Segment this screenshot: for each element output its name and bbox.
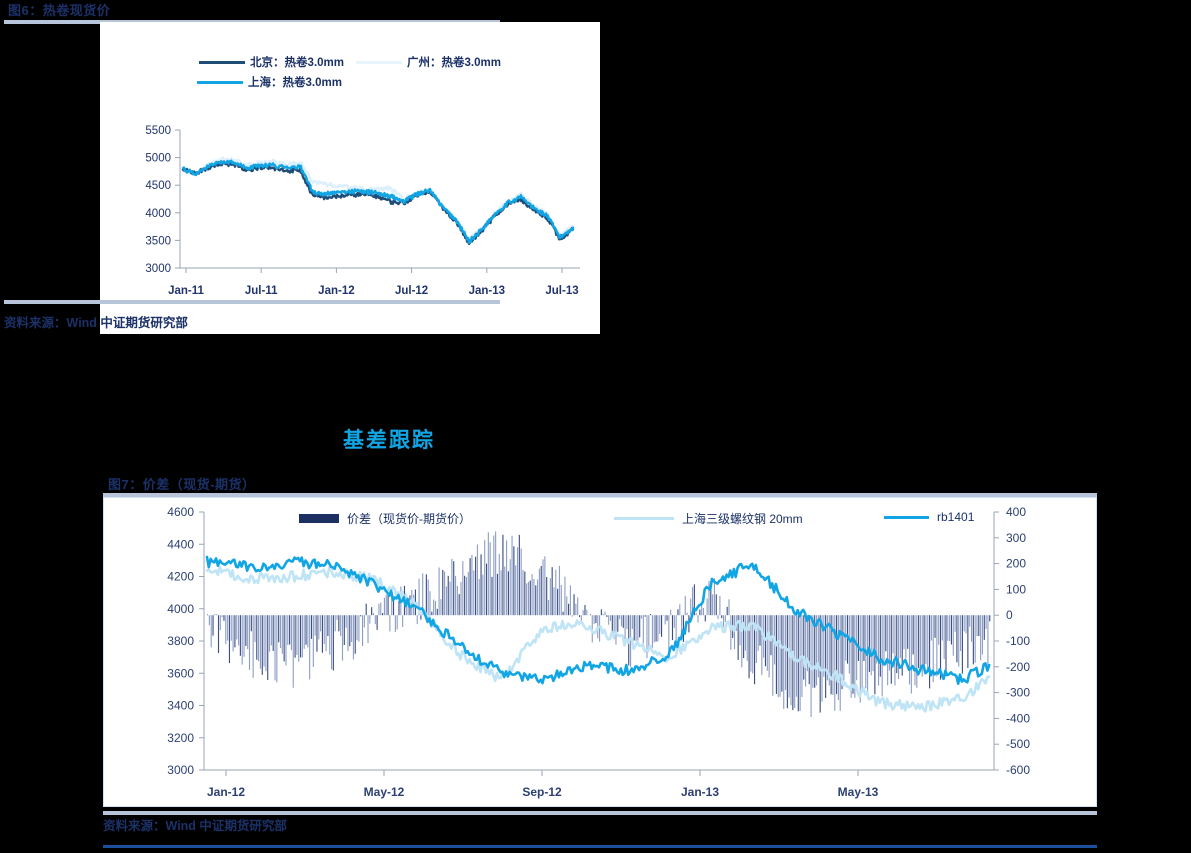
svg-text:-100: -100	[1006, 634, 1030, 648]
legend-item-beijing: 北京：热卷3.0mm	[199, 54, 344, 70]
legend-item-rb1401: rb1401	[884, 510, 974, 524]
svg-text:Jan-12: Jan-12	[207, 785, 245, 799]
figure6-series-group	[181, 156, 575, 245]
svg-text:0: 0	[1006, 608, 1013, 622]
section-heading-basis-tracking: 基差跟踪	[343, 429, 435, 452]
svg-text:4400: 4400	[167, 537, 194, 551]
figure7-title-rule	[103, 493, 1097, 497]
figure7-chart-panel: 价差（现货价-期货价） 上海三级螺纹钢 20mm rb1401 3000 3200…	[103, 497, 1097, 807]
svg-text:3500: 3500	[145, 235, 171, 247]
legend-label-rebar-spot: 上海三级螺纹钢 20mm	[682, 512, 803, 526]
figure6-source: 资料来源：Wind 中证期货研究部	[4, 316, 188, 330]
legend-line-rb1401	[884, 515, 929, 519]
legend-line-rebar-spot	[614, 517, 674, 520]
svg-text:Jul-12: Jul-12	[395, 285, 428, 297]
figure6-chart-panel: 北京：热卷3.0mm 广州：热卷3.0mm 上海：热卷3.0mm 3000 350…	[100, 22, 600, 334]
svg-text:3000: 3000	[167, 763, 194, 777]
svg-text:100: 100	[1006, 582, 1026, 596]
legend-item-guangzhou: 广州：热卷3.0mm	[356, 54, 501, 70]
legend-label-rb1401: rb1401	[937, 510, 975, 524]
svg-text:5500: 5500	[145, 125, 171, 137]
svg-text:Jan-12: Jan-12	[318, 285, 354, 297]
svg-text:3400: 3400	[167, 699, 194, 713]
figure6-source-rule	[4, 300, 500, 304]
figure7-left-axis: 3000 3200 3400 3600 3800 4000 4200 4400 4600	[167, 505, 204, 777]
svg-text:3800: 3800	[167, 634, 194, 648]
svg-text:300: 300	[1006, 531, 1026, 545]
legend-item-spread: 价差（现货价-期货价）	[299, 510, 471, 527]
svg-text:May-13: May-13	[838, 785, 879, 799]
svg-text:3000: 3000	[145, 263, 171, 275]
legend-line-beijing	[199, 60, 246, 64]
svg-text:-400: -400	[1006, 711, 1030, 725]
svg-text:-500: -500	[1006, 737, 1030, 751]
svg-text:4000: 4000	[145, 208, 171, 220]
svg-text:5000: 5000	[145, 153, 171, 165]
svg-text:4000: 4000	[167, 602, 194, 616]
svg-text:4500: 4500	[145, 180, 171, 192]
figure7-right-axis: -600 -500 -400 -300 -200 -100 0 100 200 300 400	[994, 505, 1030, 777]
svg-text:400: 400	[1006, 505, 1026, 519]
legend-item-rebar-spot: 上海三级螺纹钢 20mm	[614, 510, 803, 527]
figure6-title: 图6：热卷现货价	[8, 3, 111, 18]
svg-text:3200: 3200	[167, 731, 194, 745]
svg-text:Jul-11: Jul-11	[245, 285, 278, 297]
legend-label-beijing: 北京：热卷3.0mm	[250, 57, 344, 69]
svg-text:Sep-12: Sep-12	[522, 785, 562, 799]
figure7-source-rule	[103, 811, 1097, 815]
svg-text:Jan-13: Jan-13	[681, 785, 719, 799]
figure6-x-axis: Jan-11 Jul-11 Jan-12 Jul-12 Jan-13 Jul-13	[168, 268, 579, 297]
legend-line-guangzhou	[356, 60, 402, 64]
figure6-y-axis: 3000 3500 4000 4500 5000 5500	[145, 125, 180, 275]
legend-item-shanghai: 上海：热卷3.0mm	[197, 74, 342, 90]
figure6-legend: 北京：热卷3.0mm 广州：热卷3.0mm 上海：热卷3.0mm	[100, 52, 600, 92]
figure7-series-group	[205, 555, 991, 713]
legend-label-spread: 价差（现货价-期货价）	[347, 512, 471, 526]
svg-text:-300: -300	[1006, 686, 1030, 700]
svg-text:4200: 4200	[167, 570, 194, 584]
bottom-divider	[103, 845, 1097, 848]
figure7-source: 资料来源：Wind 中证期货研究部	[103, 819, 287, 833]
legend-label-guangzhou: 广州：热卷3.0mm	[407, 57, 501, 69]
svg-text:200: 200	[1006, 557, 1026, 571]
legend-bar-spread	[299, 514, 339, 523]
svg-text:May-12: May-12	[364, 785, 405, 799]
svg-text:Jul-13: Jul-13	[545, 285, 578, 297]
legend-label-shanghai: 上海：热卷3.0mm	[248, 77, 342, 89]
figure7-bars-group	[207, 531, 991, 717]
svg-text:3600: 3600	[167, 666, 194, 680]
figure7-title: 图7：价差（现货-期货）	[108, 477, 256, 492]
svg-text:Jan-11: Jan-11	[168, 285, 204, 297]
svg-text:4600: 4600	[167, 505, 194, 519]
figure7-x-axis: Jan-12 May-12 Sep-12 Jan-13 May-13	[207, 770, 879, 799]
svg-text:-200: -200	[1006, 660, 1030, 674]
svg-text:-600: -600	[1006, 763, 1030, 777]
svg-text:Jan-13: Jan-13	[469, 285, 505, 297]
legend-line-shanghai	[197, 80, 243, 84]
